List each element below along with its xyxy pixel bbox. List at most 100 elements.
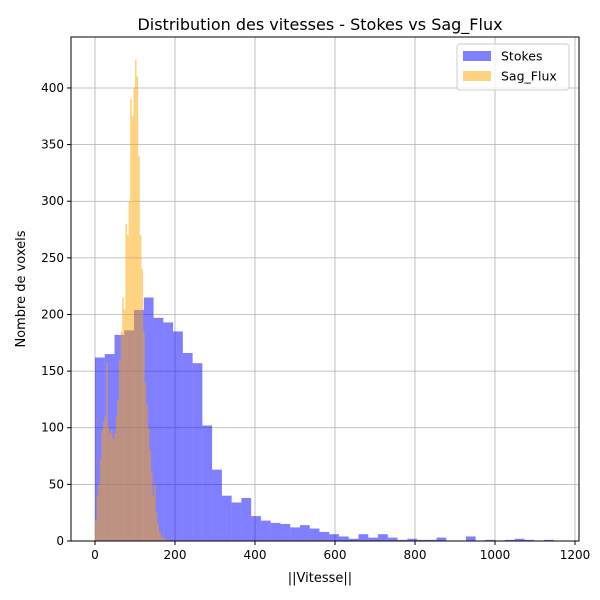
stokes-bar [260, 520, 271, 541]
sag-flux-bar [95, 520, 97, 541]
sag-flux-bar [99, 459, 102, 541]
x-axis-ticks: 0 200 400 600 800 1000 1200 [91, 541, 590, 562]
sag-flux-bar [111, 430, 113, 541]
stokes-bar [212, 469, 222, 541]
y-axis-ticks: 0 50 100 150 200 250 300 350 400 [41, 81, 71, 548]
plot-frame [70, 36, 580, 542]
sag-flux-bar [165, 539, 167, 541]
sag-flux-bar [149, 450, 151, 541]
legend-label-sag-flux: Sag_Flux [501, 69, 557, 84]
y-tick-label: 0 [56, 534, 64, 548]
stokes-bar [329, 534, 339, 541]
sag-flux-bar [144, 382, 147, 541]
sag-flux-bar [151, 473, 153, 541]
x-tick-label: 1000 [480, 548, 511, 562]
stokes-bar [202, 425, 213, 541]
stokes-bar [407, 538, 418, 541]
stokes-bar [95, 357, 105, 541]
stokes-bar [251, 516, 261, 541]
stokes-bar [309, 528, 320, 541]
stokes-bar [182, 352, 193, 541]
sag-flux-bar [136, 76, 139, 542]
sag-flux-bar [152, 495, 155, 541]
stokes-bar [358, 534, 369, 541]
sag-flux-bar [147, 427, 150, 541]
sag-flux-bar [106, 362, 108, 541]
stokes-bar [504, 539, 515, 541]
sag-flux-bar [115, 416, 118, 541]
x-tick-label: 400 [244, 548, 267, 562]
x-tick-label: 800 [404, 548, 427, 562]
sag-flux-bar [114, 433, 116, 541]
x-tick-label: 0 [91, 548, 99, 562]
stokes-bar [319, 531, 330, 541]
stokes-bar [417, 539, 427, 541]
legend-label-stokes: Stokes [501, 49, 542, 64]
sag-flux-bar [120, 331, 123, 541]
sag-flux-series [95, 59, 169, 542]
stokes-bar [397, 539, 408, 541]
sag-flux-bar [123, 308, 126, 541]
sag-flux-bar [146, 405, 148, 541]
sag-flux-bar [119, 359, 121, 541]
x-tick-label: 1200 [560, 548, 591, 562]
y-tick-label: 350 [41, 138, 64, 152]
y-axis-label: Nombre de voxels [14, 230, 29, 347]
stokes-bar [514, 538, 525, 541]
stokes-bar [231, 502, 242, 541]
sag-flux-bar [96, 495, 99, 541]
stokes-bar [290, 527, 300, 541]
stokes-bar [368, 537, 379, 541]
stokes-bar [192, 363, 203, 541]
sag-flux-bar [167, 539, 169, 541]
sag-flux-bar [159, 531, 161, 541]
stokes-bar [153, 317, 164, 541]
sag-flux-bar [139, 235, 142, 541]
stokes-bar [465, 536, 476, 541]
sag-flux-bar [128, 201, 131, 541]
sag-flux-bar [125, 223, 127, 541]
legend: Stokes Sag_Flux [456, 43, 570, 91]
sag-flux-bar [143, 331, 145, 541]
sag-flux-bar [98, 484, 100, 541]
stokes-bar [173, 331, 183, 541]
stokes-bar [387, 537, 398, 541]
stokes-bar [163, 322, 174, 541]
legend-swatch-stokes [463, 51, 491, 61]
y-tick-label: 100 [41, 421, 64, 435]
sag-flux-bar [117, 399, 119, 541]
sag-flux-bar [141, 269, 143, 541]
y-tick-label: 50 [49, 477, 64, 491]
stokes-bar [339, 536, 349, 541]
stokes-bar [436, 537, 447, 541]
sag-flux-bar [163, 538, 166, 541]
sag-flux-bar [101, 430, 103, 541]
sag-flux-bar [109, 433, 111, 541]
stokes-bar [426, 539, 437, 541]
sag-flux-bar [138, 155, 140, 542]
stokes-bar [543, 539, 554, 541]
sag-flux-bar [154, 484, 156, 541]
stokes-bar [280, 524, 291, 541]
sag-flux-bar [162, 537, 164, 541]
sag-flux-bar [103, 422, 105, 541]
y-tick-label: 200 [41, 307, 64, 321]
sag-flux-bar [131, 116, 134, 542]
stokes-bar [348, 538, 359, 541]
stokes-bar [143, 297, 154, 541]
stokes-bar [524, 539, 535, 541]
x-tick-label: 200 [164, 548, 187, 562]
sag-flux-bar [157, 524, 159, 541]
x-axis-label: ||Vitesse|| [288, 571, 352, 586]
stokes-bar [241, 497, 252, 541]
stokes-bar [485, 539, 496, 541]
sag-flux-bar [107, 427, 110, 541]
stokes-bar [270, 522, 281, 541]
legend-swatch-sag-flux [463, 71, 491, 81]
sag-flux-bar [130, 99, 132, 541]
stokes-bar [221, 495, 232, 541]
x-tick-label: 600 [324, 548, 347, 562]
stokes-bar [299, 525, 310, 541]
y-tick-label: 150 [41, 364, 64, 378]
